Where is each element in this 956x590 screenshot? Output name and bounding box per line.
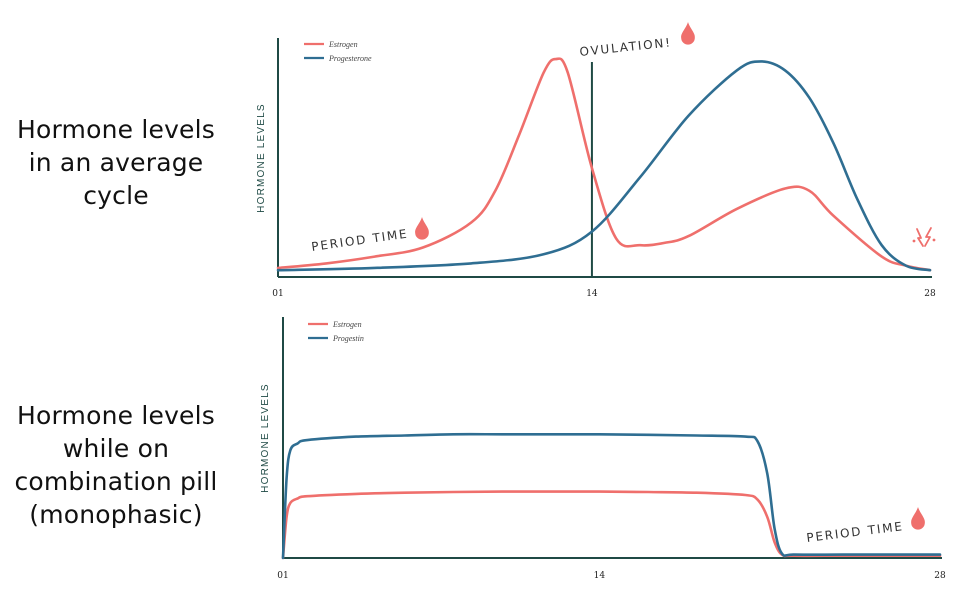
bottom-label-line-4: (monophasic) xyxy=(29,500,203,529)
pill-period-annotation: PERIOD TIME xyxy=(806,519,905,545)
pill-period-drop-icon xyxy=(911,507,925,530)
pill-series-progestin xyxy=(281,432,942,560)
bottom-label-line-2: while on xyxy=(62,434,170,463)
cycle-legend-label-progesterone: Progesterone xyxy=(328,54,372,63)
cramp-bolt-icon-right xyxy=(924,227,932,247)
cramp-spark-icon-left xyxy=(912,239,916,243)
pill-legend-label-estrogen: Estrogen xyxy=(332,320,362,329)
cycle-series-estrogen xyxy=(276,57,932,272)
bottom-row-label: Hormone levels while on combination pill… xyxy=(0,399,232,531)
top-label-line-1: Hormone levels xyxy=(16,115,216,144)
cycle-period-annotation: PERIOD TIME xyxy=(310,226,409,253)
cycle-x-tick-01: 01 xyxy=(272,289,283,299)
pill-x-tick-14: 14 xyxy=(594,571,606,581)
cycle-x-tick-14: 14 xyxy=(586,289,598,299)
bottom-label-line-3: combination pill xyxy=(14,467,218,496)
cycle-series-progesterone xyxy=(276,60,932,272)
top-label-line-2: in an average xyxy=(28,148,204,177)
cramp-spark-icon-right xyxy=(932,238,936,242)
cramp-bolt-icon-left xyxy=(916,228,924,247)
cycle-y-axis-label: HORMONE LEVELS xyxy=(256,103,267,213)
pill-x-tick-01: 01 xyxy=(277,571,288,581)
pill-series-estrogen xyxy=(281,490,942,560)
ovulation-annotation: OVULATION! xyxy=(579,35,673,59)
pill-legend-label-progestin: Progestin xyxy=(332,334,364,343)
top-label-line-3: cycle xyxy=(83,181,149,210)
pill-y-axis-label: HORMONE LEVELS xyxy=(260,383,271,493)
bottom-label-line-1: Hormone levels xyxy=(16,401,216,430)
cycle-x-tick-28: 28 xyxy=(924,289,936,299)
top-row-label: Hormone levels in an average cycle xyxy=(0,113,232,212)
ovulation-drop-icon xyxy=(681,22,695,45)
pill-x-tick-28: 28 xyxy=(934,571,946,581)
cycle-period-drop-icon xyxy=(415,217,429,240)
cycle-legend-label-estrogen: Estrogen xyxy=(328,40,358,49)
